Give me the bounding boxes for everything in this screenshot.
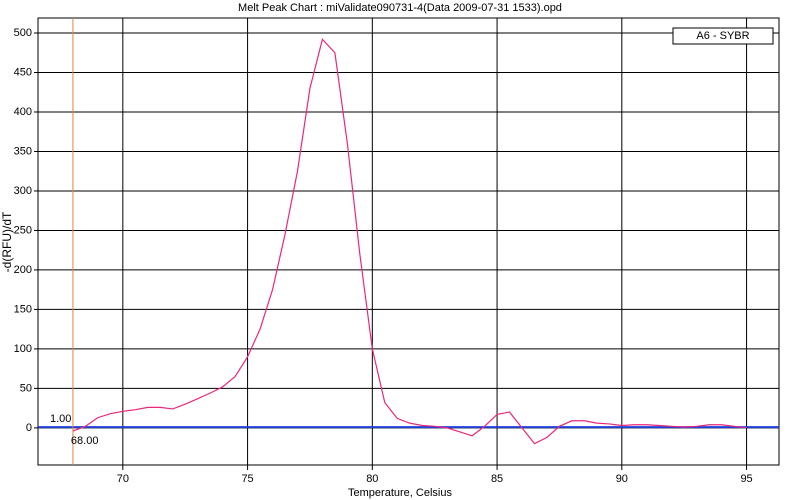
threshold-label: 1.00: [50, 413, 71, 425]
y-tick-label: 400: [14, 106, 32, 118]
y-tick-label: 200: [14, 264, 32, 276]
y-tick-label: 100: [14, 343, 32, 355]
y-tick-label: 250: [14, 224, 32, 236]
legend-box: [672, 27, 774, 45]
legend-label: A6 - SYBR: [696, 30, 749, 42]
y-tick-label: 150: [14, 303, 32, 315]
chart-title: Melt Peak Chart : miValidate090731-4(Dat…: [238, 2, 562, 14]
series-line: [72, 38, 747, 445]
y-axis-label: -d(RFU)/dT: [0, 211, 14, 272]
plot-area: [37, 17, 780, 466]
y-tick-label: 0: [26, 422, 32, 434]
y-tick-label: 300: [14, 185, 32, 197]
y-tick-label: 500: [14, 27, 32, 39]
y-tick-label: 350: [14, 145, 32, 157]
x-tick-label: 70: [117, 473, 129, 485]
x-tick-label: 90: [616, 473, 628, 485]
x-tick-label: 85: [491, 473, 503, 485]
y-tick-label: 450: [14, 66, 32, 78]
x-tick-label: 75: [241, 473, 253, 485]
marker-label: 68.00: [71, 435, 99, 447]
x-tick-label: 80: [366, 473, 378, 485]
x-axis-label: Temperature, Celsius: [348, 487, 452, 499]
y-tick-label: 50: [20, 382, 32, 394]
x-tick-label: 95: [740, 473, 752, 485]
